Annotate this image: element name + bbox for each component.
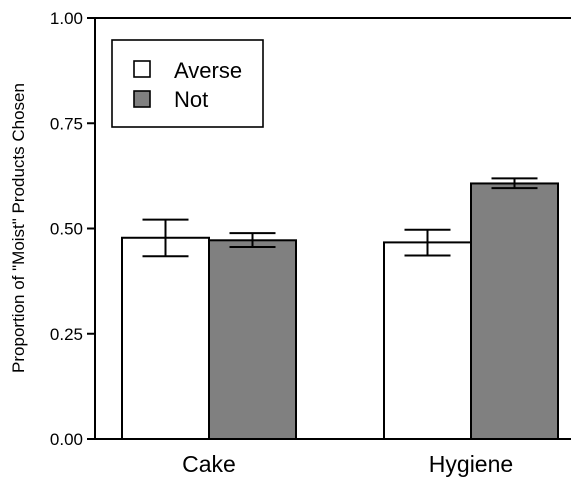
x-tick-label-cake: Cake <box>182 451 236 477</box>
bar-cake-not <box>208 239 297 440</box>
bar-hygiene-averse <box>383 241 472 440</box>
chart-marks: Cake Hygiene 0.00 0.25 0.50 0.75 1.00 <box>50 9 571 477</box>
y-tick-label-0.75: 0.75 <box>50 114 83 133</box>
y-axis-label: Proportion of "Moist" Products Chosen <box>9 83 28 373</box>
legend-swatch-not <box>133 90 151 108</box>
x-tick-label-hygiene: Hygiene <box>429 451 513 477</box>
legend-swatch-averse <box>133 60 151 78</box>
y-tick-label-1.00: 1.00 <box>50 9 83 28</box>
y-tick-label-0.00: 0.00 <box>50 430 83 449</box>
y-tick-label-0.25: 0.25 <box>50 325 83 344</box>
legend: Averse Not <box>111 39 264 128</box>
legend-box <box>111 39 264 128</box>
legend-label-not: Not <box>174 87 208 112</box>
bar-hygiene-not <box>470 182 559 440</box>
bar-cake-averse <box>121 236 210 440</box>
y-tick-label-0.50: 0.50 <box>50 220 83 239</box>
legend-label-averse: Averse <box>174 58 242 83</box>
